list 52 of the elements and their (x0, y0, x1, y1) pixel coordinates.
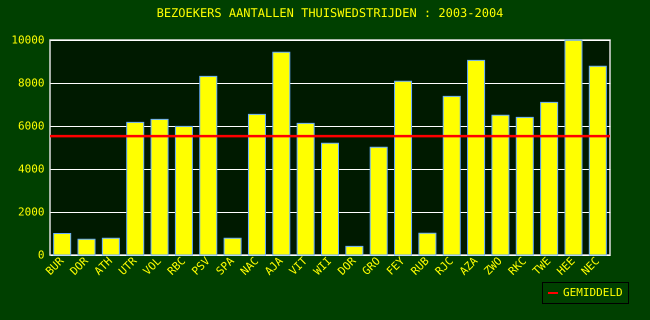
x-tick-label: NAC (238, 254, 262, 278)
bar (467, 60, 486, 256)
x-tick-label: VIT (286, 254, 310, 278)
y-tick-label: 8000 (18, 76, 44, 90)
x-tick-label: FEY (384, 254, 408, 278)
y-tick-label: 10000 (11, 34, 44, 46)
x-tick-label: TWE (530, 254, 554, 278)
bar (126, 122, 144, 256)
x-tick-label: VOL (140, 254, 164, 278)
y-tick-label: 2000 (18, 206, 44, 218)
x-tick-label: UTR (116, 254, 140, 278)
x-tick-label: RKC (506, 254, 530, 278)
bar (491, 114, 510, 256)
bar (418, 232, 436, 256)
x-tick-label: RJC (432, 254, 456, 278)
x-tick-label: GRO (360, 254, 383, 278)
bar (102, 238, 120, 256)
bar (150, 118, 169, 256)
x-tick-label: AZA (457, 254, 481, 278)
x-tick-label: SPA (214, 254, 238, 278)
x-tick-label: BUR (43, 254, 67, 278)
legend-label: GEMIDDELD (563, 286, 623, 299)
x-tick-label: DOR (335, 254, 359, 278)
bar (370, 146, 388, 256)
bar (53, 233, 72, 256)
bar (272, 52, 290, 256)
x-tick-label: RUB (408, 254, 432, 278)
chart-title: BEZOEKERS AANTALLEN THUISWEDSTRIJDEN : 2003-2004 (156, 6, 504, 20)
y-tick-label: 4000 (18, 162, 44, 176)
bar (199, 76, 218, 256)
bar (248, 114, 266, 256)
bar (588, 66, 607, 256)
x-tick-label: ZWO (481, 254, 505, 278)
x-tick-label: DOR (68, 254, 92, 278)
bar (516, 116, 534, 256)
x-tick-label: WII (310, 254, 334, 278)
bar (174, 126, 193, 256)
bar (564, 40, 582, 256)
bar (540, 102, 558, 256)
x-tick-label: AJA (262, 254, 286, 278)
x-tick-label: RBC (164, 254, 188, 278)
y-tick-label: 0 (38, 248, 44, 262)
y-tick-label: 6000 (18, 120, 44, 132)
bar (224, 238, 242, 256)
bar (321, 142, 339, 256)
bar (394, 80, 412, 256)
bar (345, 246, 364, 256)
x-tick-label: HEE (554, 254, 578, 278)
bar (442, 96, 461, 256)
bar (78, 238, 96, 256)
bar (296, 122, 315, 256)
x-tick-label: NEC (578, 254, 602, 278)
